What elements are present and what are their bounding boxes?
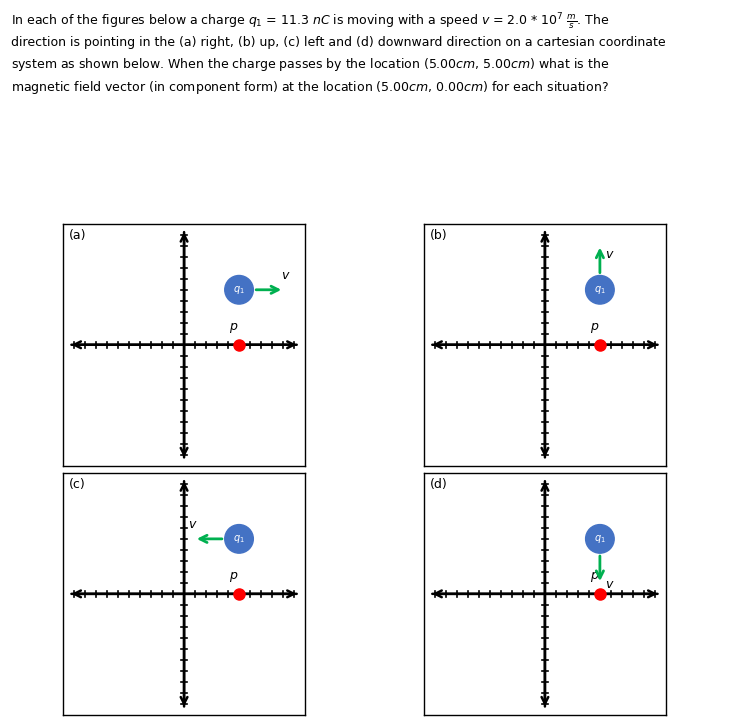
Text: (a): (a)	[69, 230, 86, 243]
Text: In each of the figures below a charge $q_1$ = 11.3 $nC$ is moving with a speed $: In each of the figures below a charge $q…	[11, 11, 666, 96]
Text: $q_1$: $q_1$	[594, 284, 606, 296]
Circle shape	[225, 276, 254, 304]
Text: $v$: $v$	[281, 269, 290, 282]
Text: $p$: $p$	[229, 321, 238, 335]
Text: (c): (c)	[69, 479, 85, 492]
Text: $q_1$: $q_1$	[594, 533, 606, 545]
Text: (b): (b)	[429, 230, 447, 243]
Text: $q_1$: $q_1$	[233, 284, 245, 296]
Text: $p$: $p$	[229, 570, 238, 584]
Text: $q_1$: $q_1$	[233, 533, 245, 545]
Text: $v$: $v$	[188, 518, 198, 531]
Text: $v$: $v$	[605, 248, 615, 261]
Circle shape	[225, 525, 254, 553]
Text: (d): (d)	[429, 479, 447, 492]
Text: $p$: $p$	[590, 321, 599, 335]
Circle shape	[585, 525, 615, 553]
Text: $v$: $v$	[605, 578, 615, 591]
Circle shape	[585, 276, 615, 304]
Text: $p$: $p$	[590, 570, 599, 584]
